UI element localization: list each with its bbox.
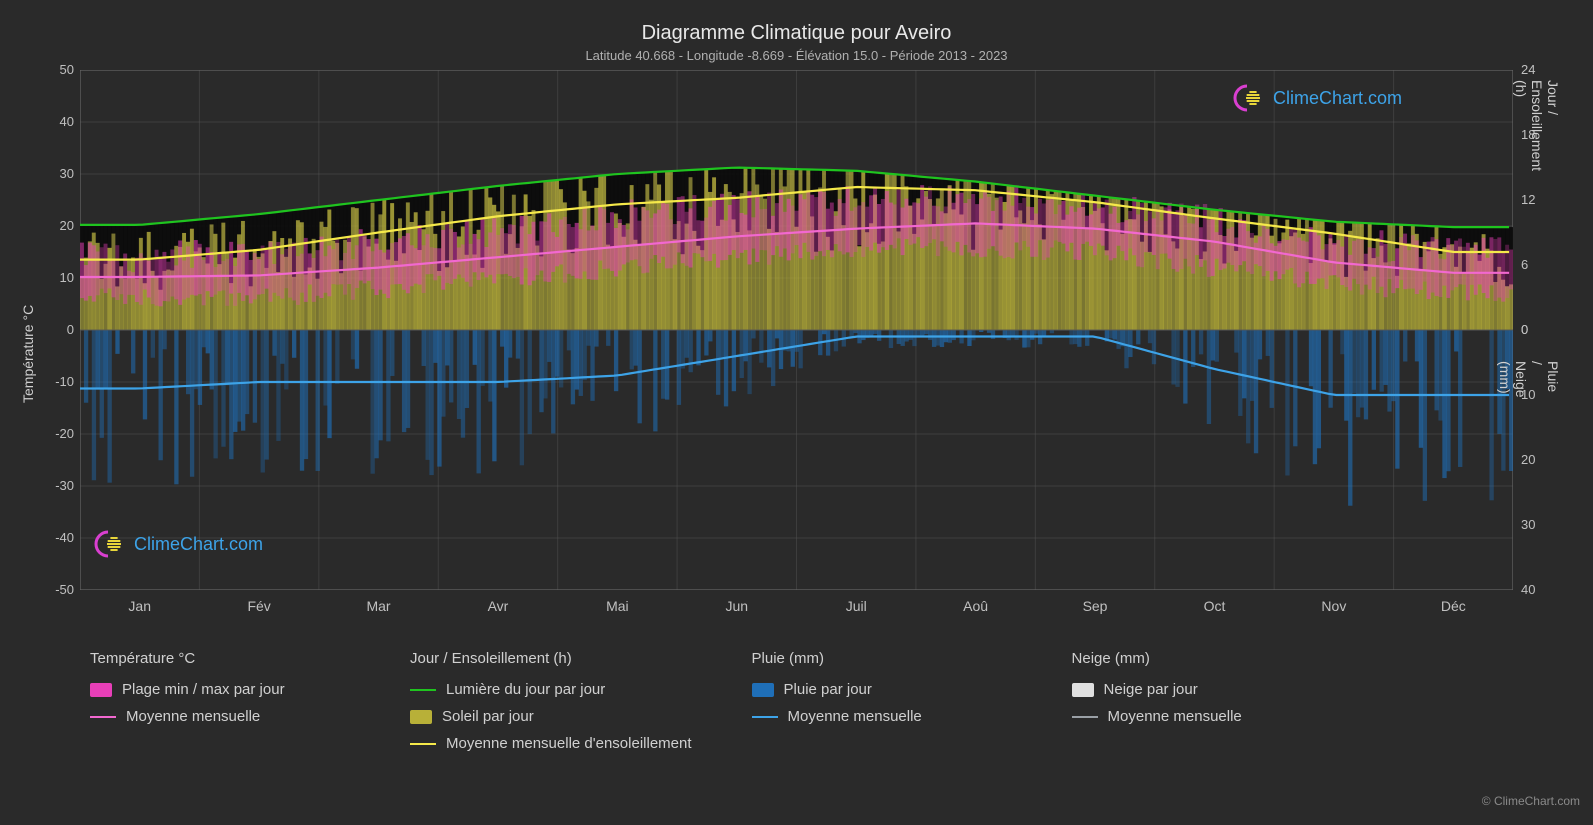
chart-title: Diagramme Climatique pour Aveiro	[0, 22, 1593, 45]
legend-swatch	[752, 716, 778, 718]
legend-item: Plage min / max par jour	[90, 681, 350, 698]
month-label: Sep	[1075, 598, 1115, 614]
left-axis-label: Température °C	[20, 305, 36, 403]
legend-label: Lumière du jour par jour	[446, 681, 605, 698]
chart-subtitle: Latitude 40.668 - Longitude -8.669 - Élé…	[0, 48, 1593, 63]
left-tick: -30	[34, 478, 74, 493]
legend-swatch	[90, 683, 112, 697]
climate-chart: Diagramme Climatique pour Aveiro Latitud…	[0, 0, 1593, 825]
right-top-tick: 24	[1521, 62, 1535, 77]
month-label: Mai	[597, 598, 637, 614]
svg-text:ClimeChart.com: ClimeChart.com	[1273, 88, 1402, 108]
month-label: Fév	[239, 598, 279, 614]
left-tick: -40	[34, 530, 74, 545]
legend-group: Neige (mm) Neige par jour Moyenne mensuell…	[1072, 650, 1332, 752]
legend-swatch	[410, 743, 436, 745]
legend-label: Neige par jour	[1104, 681, 1198, 698]
month-label: Oct	[1194, 598, 1234, 614]
legend-item: Moyenne mensuelle d'ensoleillement	[410, 735, 692, 752]
legend-header: Neige (mm)	[1072, 650, 1332, 667]
legend-label: Moyenne mensuelle	[1108, 708, 1242, 725]
right-top-axis-label: Jour / Ensoleillement (h)	[1513, 80, 1561, 171]
month-label: Nov	[1314, 598, 1354, 614]
legend: Température °C Plage min / max par jour Mo…	[90, 650, 1332, 752]
left-tick: 30	[34, 166, 74, 181]
month-label: Déc	[1433, 598, 1473, 614]
left-tick: 10	[34, 270, 74, 285]
legend-header: Pluie (mm)	[752, 650, 1012, 667]
left-tick: 50	[34, 62, 74, 77]
legend-label: Pluie par jour	[784, 681, 872, 698]
legend-header: Température °C	[90, 650, 350, 667]
left-tick: 0	[34, 322, 74, 337]
legend-label: Moyenne mensuelle d'ensoleillement	[446, 735, 692, 752]
plot-area: ClimeChart.com ClimeChart.com	[80, 70, 1513, 590]
legend-group: Pluie (mm) Pluie par jour Moyenne mensuell…	[752, 650, 1012, 752]
legend-item: Moyenne mensuelle	[1072, 708, 1332, 725]
legend-group: Jour / Ensoleillement (h) Lumière du jour…	[410, 650, 692, 752]
right-bottom-tick: 0	[1521, 322, 1528, 337]
copyright-label: © ClimeChart.com	[1482, 794, 1580, 808]
legend-swatch	[1072, 716, 1098, 718]
month-label: Avr	[478, 598, 518, 614]
legend-label: Moyenne mensuelle	[788, 708, 922, 725]
legend-item: Pluie par jour	[752, 681, 1012, 698]
left-tick: -10	[34, 374, 74, 389]
legend-item: Lumière du jour par jour	[410, 681, 692, 698]
right-top-tick: 6	[1521, 257, 1528, 272]
svg-text:ClimeChart.com: ClimeChart.com	[134, 534, 263, 554]
legend-swatch	[752, 683, 774, 697]
legend-swatch	[90, 716, 116, 718]
legend-item: Moyenne mensuelle	[752, 708, 1012, 725]
legend-swatch	[410, 689, 436, 691]
legend-header: Jour / Ensoleillement (h)	[410, 650, 692, 667]
month-label: Aoû	[956, 598, 996, 614]
legend-item: Soleil par jour	[410, 708, 692, 725]
left-tick: 20	[34, 218, 74, 233]
month-label: Jun	[717, 598, 757, 614]
right-bottom-axis-label: Pluie / Neige (mm)	[1497, 361, 1561, 398]
legend-group: Température °C Plage min / max par jour Mo…	[90, 650, 350, 752]
month-label: Juil	[836, 598, 876, 614]
legend-item: Neige par jour	[1072, 681, 1332, 698]
right-bottom-tick: 40	[1521, 582, 1535, 597]
right-top-tick: 12	[1521, 192, 1535, 207]
month-label: Jan	[120, 598, 160, 614]
right-bottom-tick: 20	[1521, 452, 1535, 467]
left-tick: -50	[34, 582, 74, 597]
legend-swatch	[1072, 683, 1094, 697]
left-tick: -20	[34, 426, 74, 441]
legend-label: Moyenne mensuelle	[126, 708, 260, 725]
right-bottom-tick: 30	[1521, 517, 1535, 532]
legend-swatch	[410, 710, 432, 724]
legend-item: Moyenne mensuelle	[90, 708, 350, 725]
legend-label: Soleil par jour	[442, 708, 534, 725]
month-label: Mar	[359, 598, 399, 614]
left-tick: 40	[34, 114, 74, 129]
legend-label: Plage min / max par jour	[122, 681, 285, 698]
